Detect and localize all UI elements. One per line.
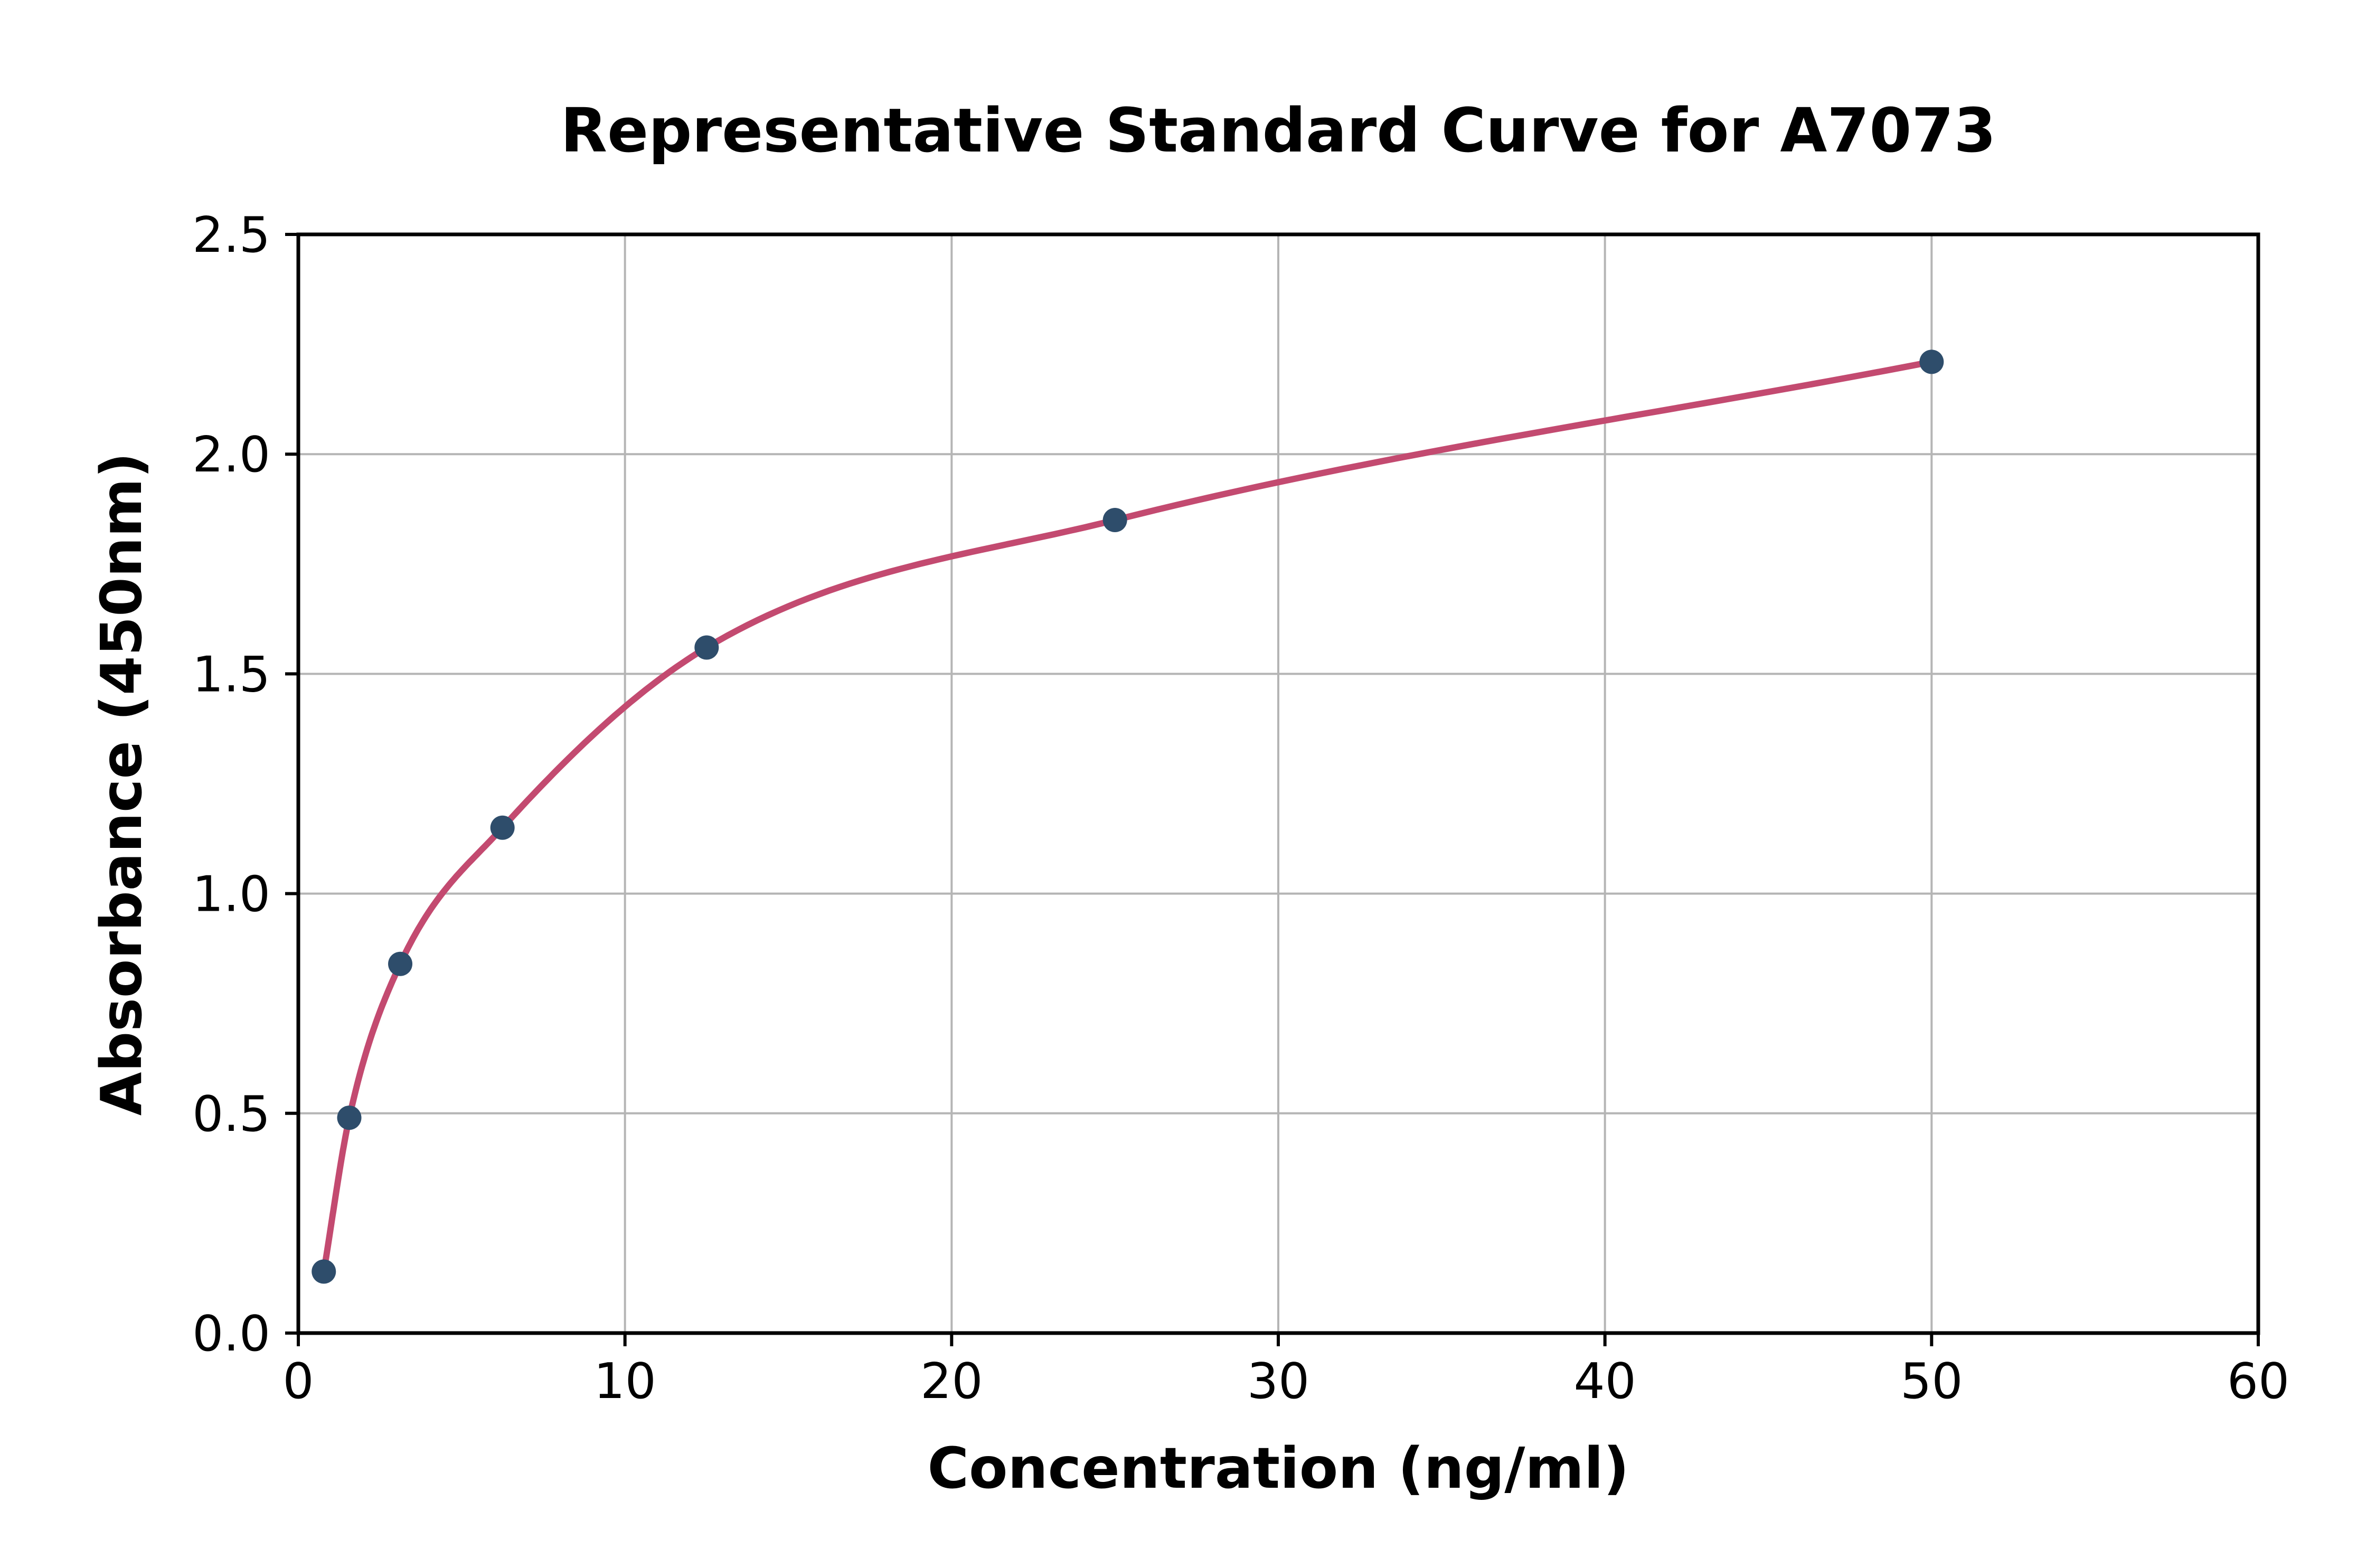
data-point-marker [388,951,413,976]
data-point-marker [1102,508,1127,533]
y-tick-label: 2.0 [192,426,270,483]
data-point-marker [312,1259,336,1284]
y-tick-label: 0.0 [192,1305,270,1362]
x-tick-label: 60 [2227,1353,2289,1410]
data-point-marker [694,635,719,660]
standard-curve-line [320,358,1935,1275]
y-tick-label: 1.5 [192,646,270,703]
x-tick-label: 50 [1900,1353,1963,1410]
data-point-marker [337,1106,362,1130]
x-tick-label: 30 [1247,1353,1309,1410]
data-point-marker [490,815,515,840]
y-tick-label: 1.0 [192,866,270,923]
x-axis-label: Concentration (ng/ml) [927,1436,1629,1501]
x-tick-label: 40 [1573,1353,1636,1410]
chart-title: Representative Standard Curve for A7073 [560,96,1996,166]
x-tick-label: 0 [282,1353,314,1410]
y-tick-label: 0.5 [192,1085,270,1142]
x-tick-label: 10 [593,1353,656,1410]
y-tick-label: 2.5 [192,206,270,263]
data-point-marker [1919,350,1944,374]
x-tick-label: 20 [920,1353,983,1410]
